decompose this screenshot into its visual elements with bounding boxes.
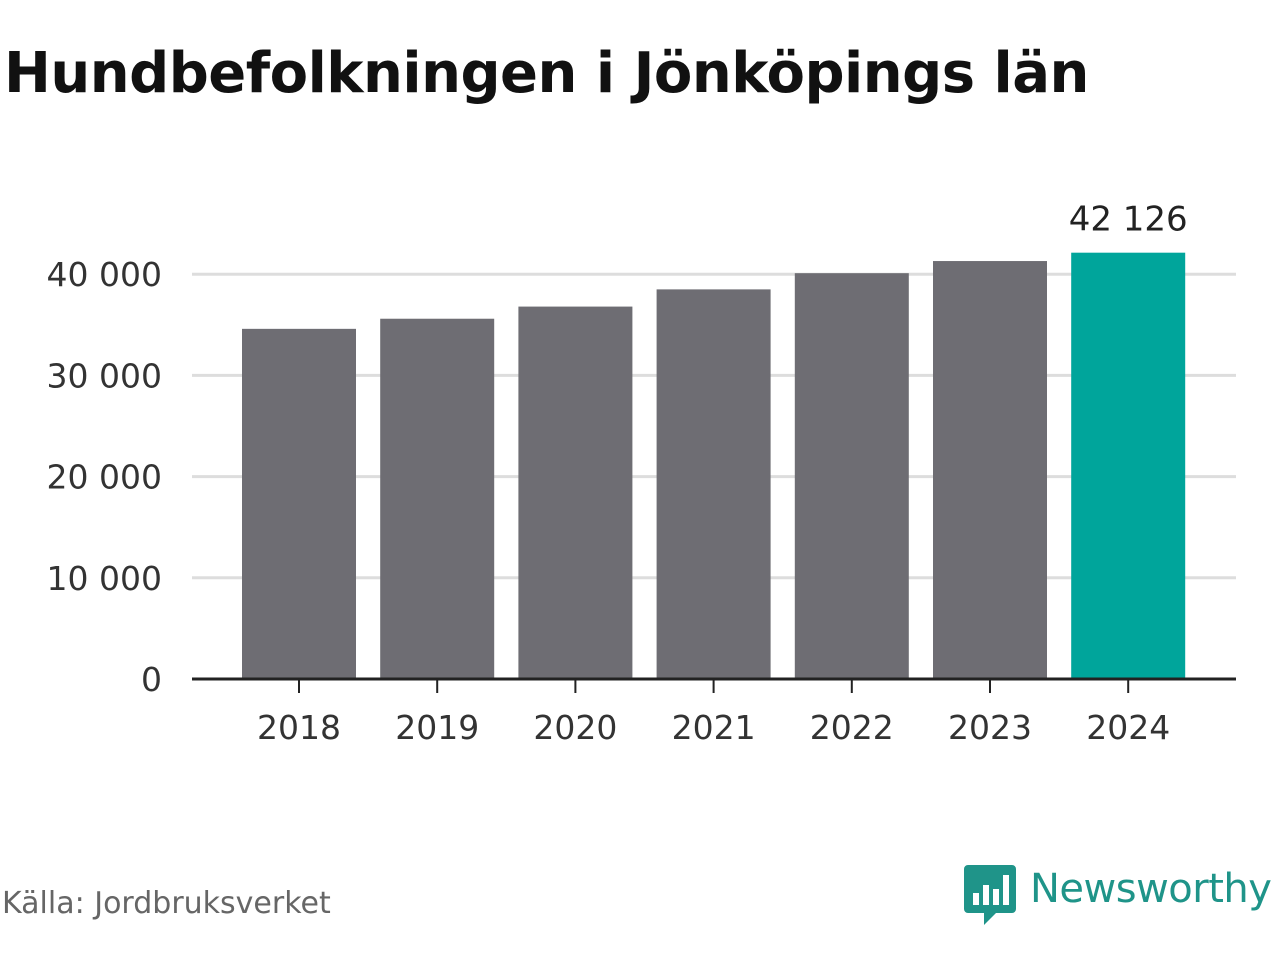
bar-2018	[242, 328, 356, 679]
data-label-2024: 42 126	[1069, 200, 1188, 240]
bar-2023	[933, 261, 1047, 679]
x-tick-label-2024: 2024	[1086, 708, 1170, 747]
x-tick-label-2020: 2020	[533, 708, 617, 747]
x-tick-label-2019: 2019	[395, 708, 479, 747]
bar-2020	[518, 306, 633, 679]
y-tick-label: 0	[141, 660, 162, 699]
bar-2024	[1071, 252, 1186, 679]
bar-2019	[380, 318, 495, 679]
x-tick-label-2021: 2021	[672, 708, 756, 747]
x-tick-label-2018: 2018	[257, 708, 341, 747]
bar-2022	[794, 273, 909, 679]
chart-title: Hundbefolkningen i Jönköpings län	[4, 41, 1089, 106]
y-axis-tick-labels: 0 10 000 20 000 30 000 40 000	[47, 255, 162, 699]
bar-2021	[656, 289, 771, 679]
y-tick-label: 10 000	[47, 559, 162, 598]
x-tick-label-2023: 2023	[948, 708, 1032, 747]
brand-logo[interactable]: Newsworthy	[964, 862, 1272, 928]
x-axis	[192, 677, 1236, 693]
y-tick-label: 40 000	[47, 255, 162, 294]
y-tick-label: 20 000	[47, 458, 162, 497]
y-tick-label: 30 000	[47, 356, 162, 395]
source-note: Källa: Jordbruksverket	[2, 886, 331, 921]
brand-name: Newsworthy	[1030, 866, 1272, 912]
x-tick-label-2022: 2022	[810, 708, 894, 747]
newsworthy-logo-icon	[964, 865, 1016, 925]
data-labels: 42 126	[1069, 200, 1188, 240]
x-axis-tick-labels: 2018 2019 2020 2021 2022 2023 2024	[257, 708, 1170, 747]
bars	[242, 252, 1186, 679]
